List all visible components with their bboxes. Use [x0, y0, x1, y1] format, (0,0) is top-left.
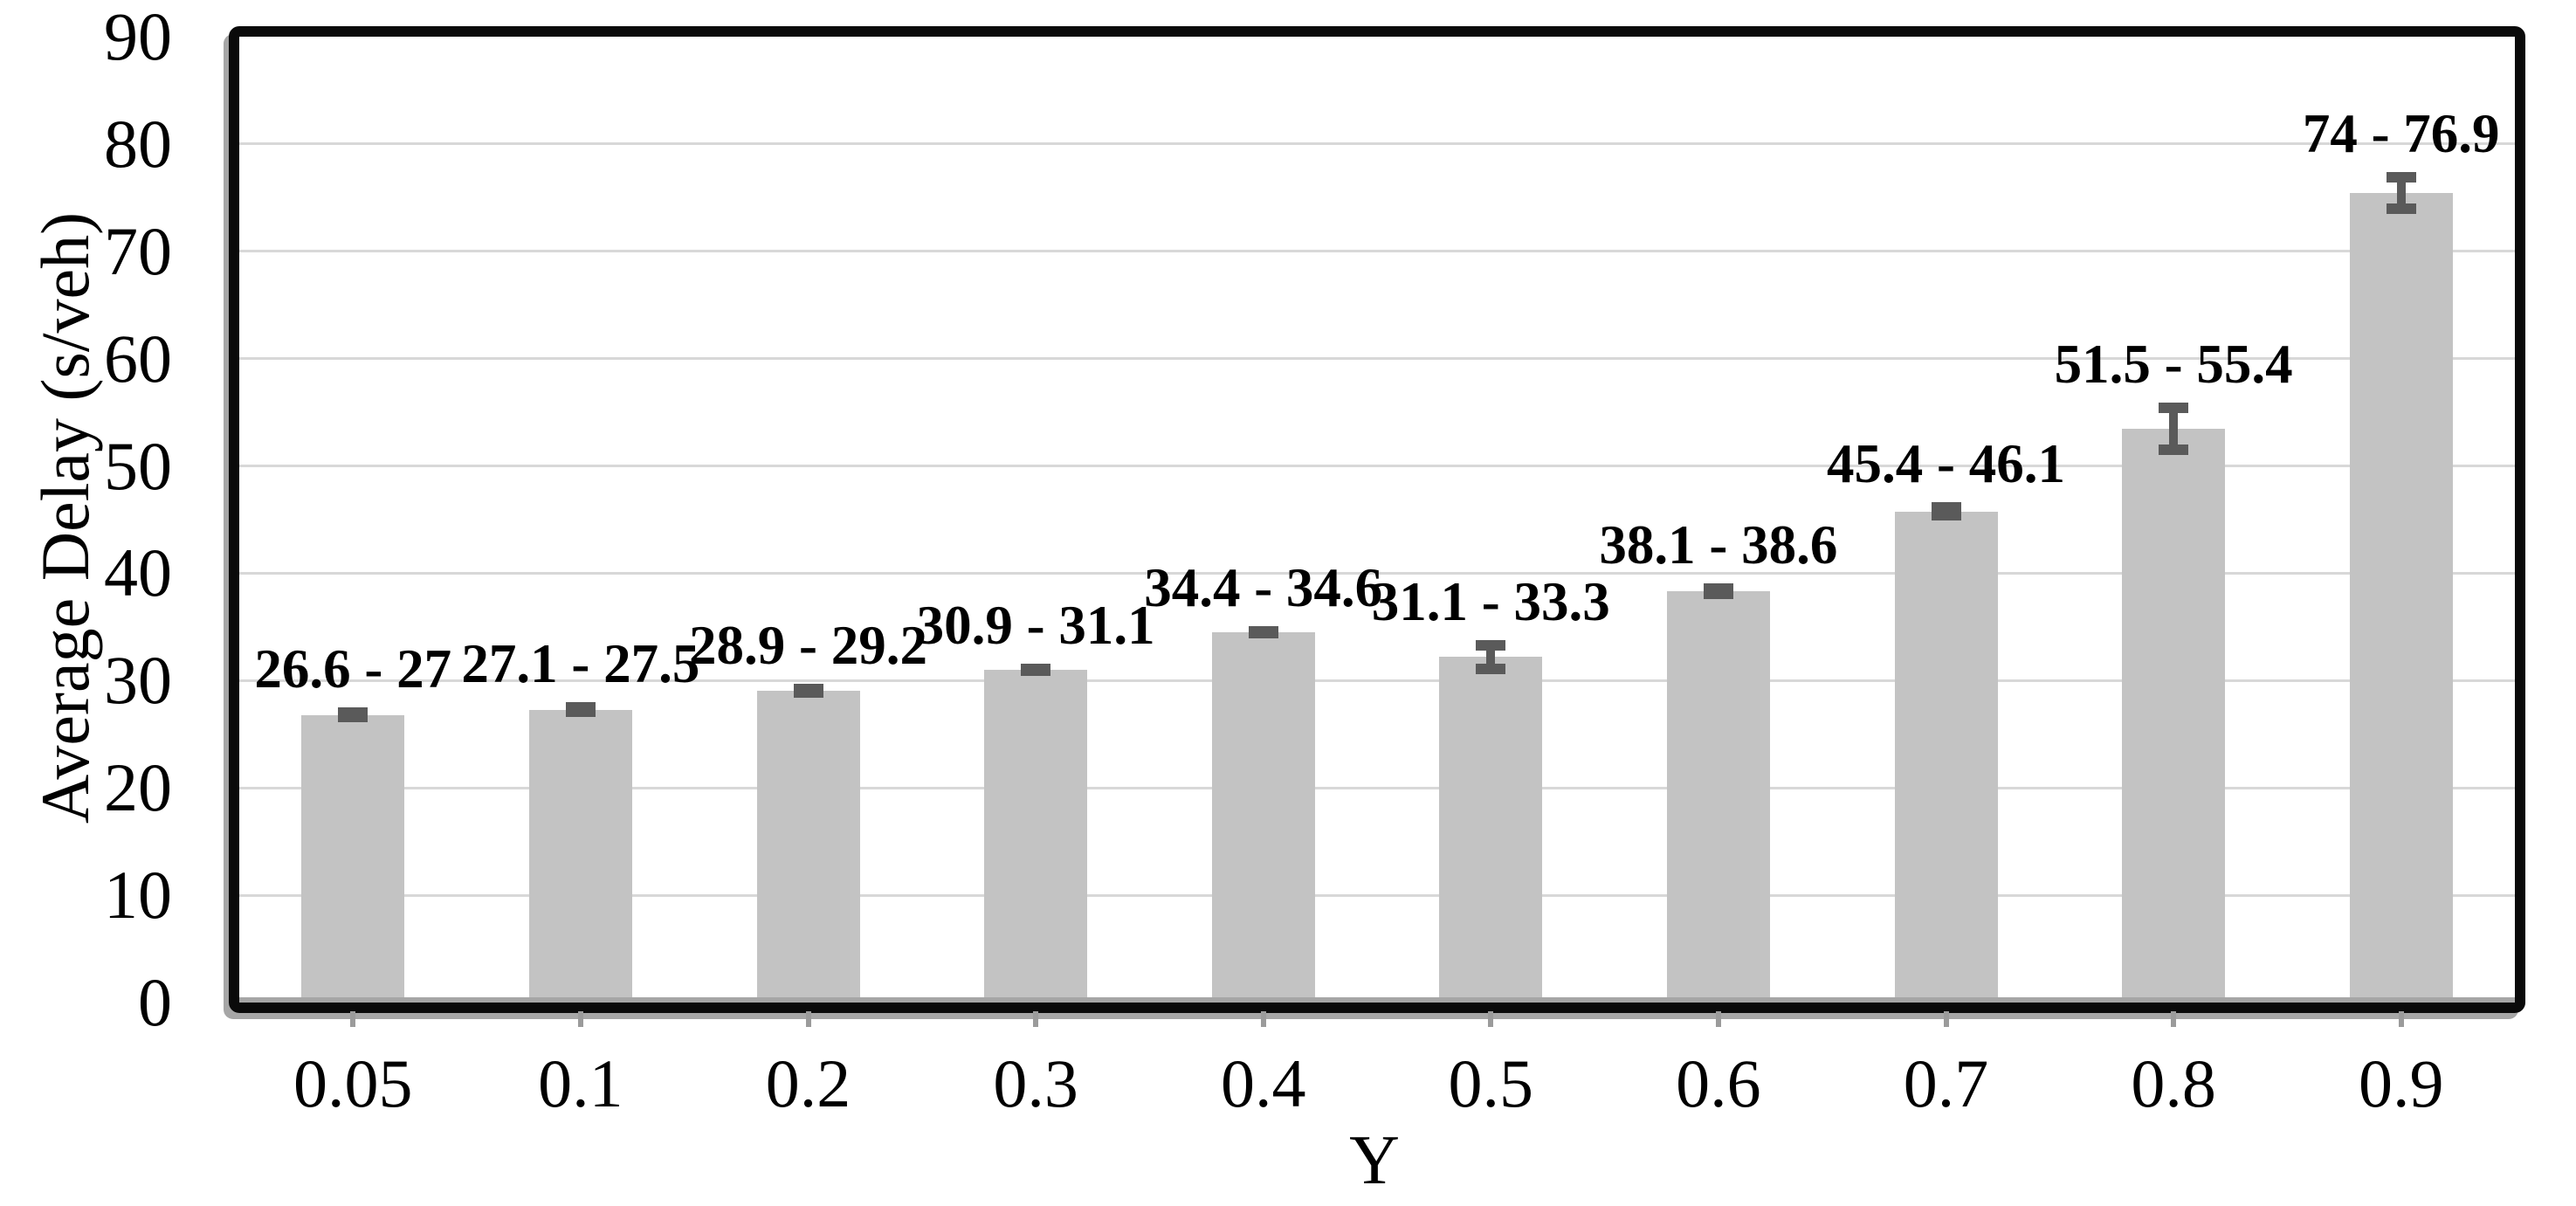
x-tick-mark: [2171, 1011, 2177, 1027]
error-bar-cap-bottom: [793, 686, 823, 698]
x-tick-mark: [2398, 1011, 2404, 1027]
x-tick-label: 0.5: [1448, 1045, 1534, 1121]
error-bar-cap-bottom: [1703, 588, 1733, 599]
y-tick-label: 20: [104, 749, 172, 826]
x-tick-label: 0.1: [538, 1045, 623, 1121]
error-bar-cap-bottom: [2159, 444, 2189, 456]
y-gridline: [239, 786, 2515, 789]
y-gridline: [239, 893, 2515, 897]
error-bar-cap-top: [2159, 403, 2189, 414]
bar-range-label: 34.4 - 34.6: [1144, 556, 1383, 618]
x-axis-line: [239, 997, 2515, 1003]
y-gridline: [239, 357, 2515, 361]
y-tick-label: 90: [104, 0, 172, 74]
error-bar-cap-bottom: [565, 706, 596, 717]
bar: [1894, 511, 1998, 1003]
x-tick-label: 0.9: [2358, 1045, 2444, 1121]
bar-range-label: 51.5 - 55.4: [2054, 334, 2293, 396]
x-tick-mark: [1260, 1011, 1266, 1027]
x-tick-mark: [1488, 1011, 1494, 1027]
error-bar-cap-top: [2386, 171, 2416, 183]
bar-range-label: 31.1 - 33.3: [1371, 570, 1610, 632]
error-bar-cap-bottom: [1476, 663, 1506, 674]
x-tick-mark: [1033, 1011, 1039, 1027]
y-gridline: [239, 142, 2515, 146]
y-tick-label: 30: [104, 642, 172, 719]
error-bar-cap-bottom: [2386, 203, 2416, 214]
y-tick-label: 60: [104, 320, 172, 396]
bar: [756, 691, 860, 1003]
bar: [2122, 429, 2226, 1003]
bar: [2349, 192, 2453, 1003]
x-tick-mark: [1715, 1011, 1721, 1027]
bar: [301, 714, 405, 1003]
y-tick-label: 50: [104, 427, 172, 504]
error-bar-stem: [2396, 176, 2406, 209]
bar-range-label: 74 - 76.9: [2302, 102, 2500, 164]
x-tick-label: 0.8: [2131, 1045, 2216, 1121]
x-tick-label: 0.6: [1676, 1045, 1761, 1121]
x-tick-mark: [350, 1011, 356, 1027]
y-gridline: [239, 571, 2515, 575]
y-axis-title: Average Delay (s/veh): [27, 211, 103, 824]
y-tick-label: 70: [104, 212, 172, 289]
x-tick-mark: [805, 1011, 811, 1027]
error-bar-cap-bottom: [1021, 665, 1051, 677]
bar-range-label: 45.4 - 46.1: [1827, 433, 2065, 495]
bar: [1211, 632, 1315, 1003]
y-tick-label: 0: [138, 964, 172, 1040]
x-tick-label: 0.3: [993, 1045, 1078, 1121]
bar: [1666, 590, 1770, 1003]
x-tick-mark: [1943, 1011, 1949, 1027]
y-gridline: [239, 250, 2515, 253]
error-bar-cap-bottom: [1931, 510, 1961, 521]
bar: [1439, 657, 1543, 1003]
bar: [528, 709, 632, 1003]
y-tick-label: 10: [104, 857, 172, 934]
y-tick-label: 80: [104, 105, 172, 182]
bar: [984, 670, 1088, 1003]
y-gridline: [239, 679, 2515, 682]
x-tick-mark: [577, 1011, 583, 1027]
y-tick-label: 40: [104, 534, 172, 611]
x-tick-label: 0.4: [1220, 1045, 1306, 1121]
bar-range-label: 28.9 - 29.2: [689, 615, 927, 677]
error-bar-cap-top: [1476, 639, 1506, 651]
x-tick-label: 0.05: [293, 1045, 413, 1121]
x-axis-title: Y: [1349, 1122, 1400, 1199]
x-tick-label: 0.2: [765, 1045, 851, 1121]
error-bar-cap-bottom: [338, 712, 368, 723]
y-gridline: [239, 465, 2515, 468]
bar-range-label: 26.6 - 27: [254, 638, 452, 700]
bar-range-label: 38.1 - 38.6: [1599, 513, 1838, 575]
x-tick-label: 0.7: [1903, 1045, 1989, 1121]
bar-range-label: 30.9 - 31.1: [916, 594, 1155, 656]
error-bar-cap-bottom: [1248, 628, 1278, 639]
bar-range-label: 27.1 - 27.5: [461, 633, 700, 695]
error-bar-stem: [1486, 644, 1496, 669]
error-bar-stem: [2169, 408, 2179, 451]
